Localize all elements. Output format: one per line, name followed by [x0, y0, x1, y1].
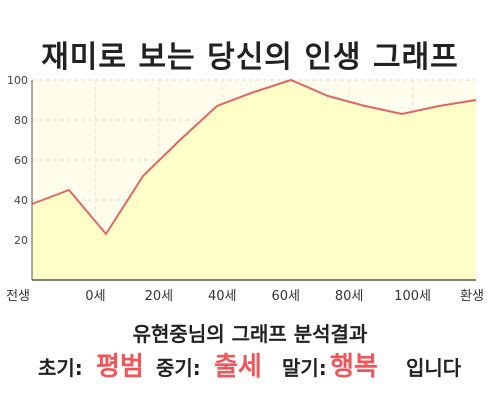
x-tick-label: 100세	[394, 289, 431, 304]
page-title: 재미로 보는 당신의 인생 그래프	[41, 40, 459, 75]
y-tick-label: 40	[14, 194, 28, 207]
area-fill	[32, 80, 476, 280]
analysis-summary: 유현중님의 그래프 분석결과	[132, 322, 368, 346]
mid-value: 출세	[214, 352, 262, 382]
analysis-result: 초기: 평범 중기: 출세 말기: 행복 입니다	[0, 344, 500, 382]
result-suffix: 입니다	[406, 356, 462, 380]
x-tick-label: 환생	[460, 289, 484, 304]
mid-label: 중기:	[156, 356, 201, 380]
y-tick-label: 100	[7, 74, 28, 87]
y-tick-label: 20	[14, 234, 28, 247]
x-tick-label: 60세	[271, 289, 300, 304]
y-tick-label: 80	[14, 114, 28, 127]
early-label: 초기:	[38, 356, 83, 380]
y-tick-label: 60	[14, 154, 28, 167]
series-line	[31, 78, 477, 236]
x-tick-label: 20세	[145, 289, 174, 304]
x-tick-label: 40세	[208, 289, 237, 304]
late-label: 말기:	[282, 356, 327, 380]
early-value: 평범	[96, 352, 144, 382]
late-value: 행복	[330, 352, 378, 382]
x-tick-label: 전생	[6, 289, 30, 304]
x-tick-label: 80세	[335, 289, 364, 304]
x-tick-label: 0세	[85, 289, 105, 304]
